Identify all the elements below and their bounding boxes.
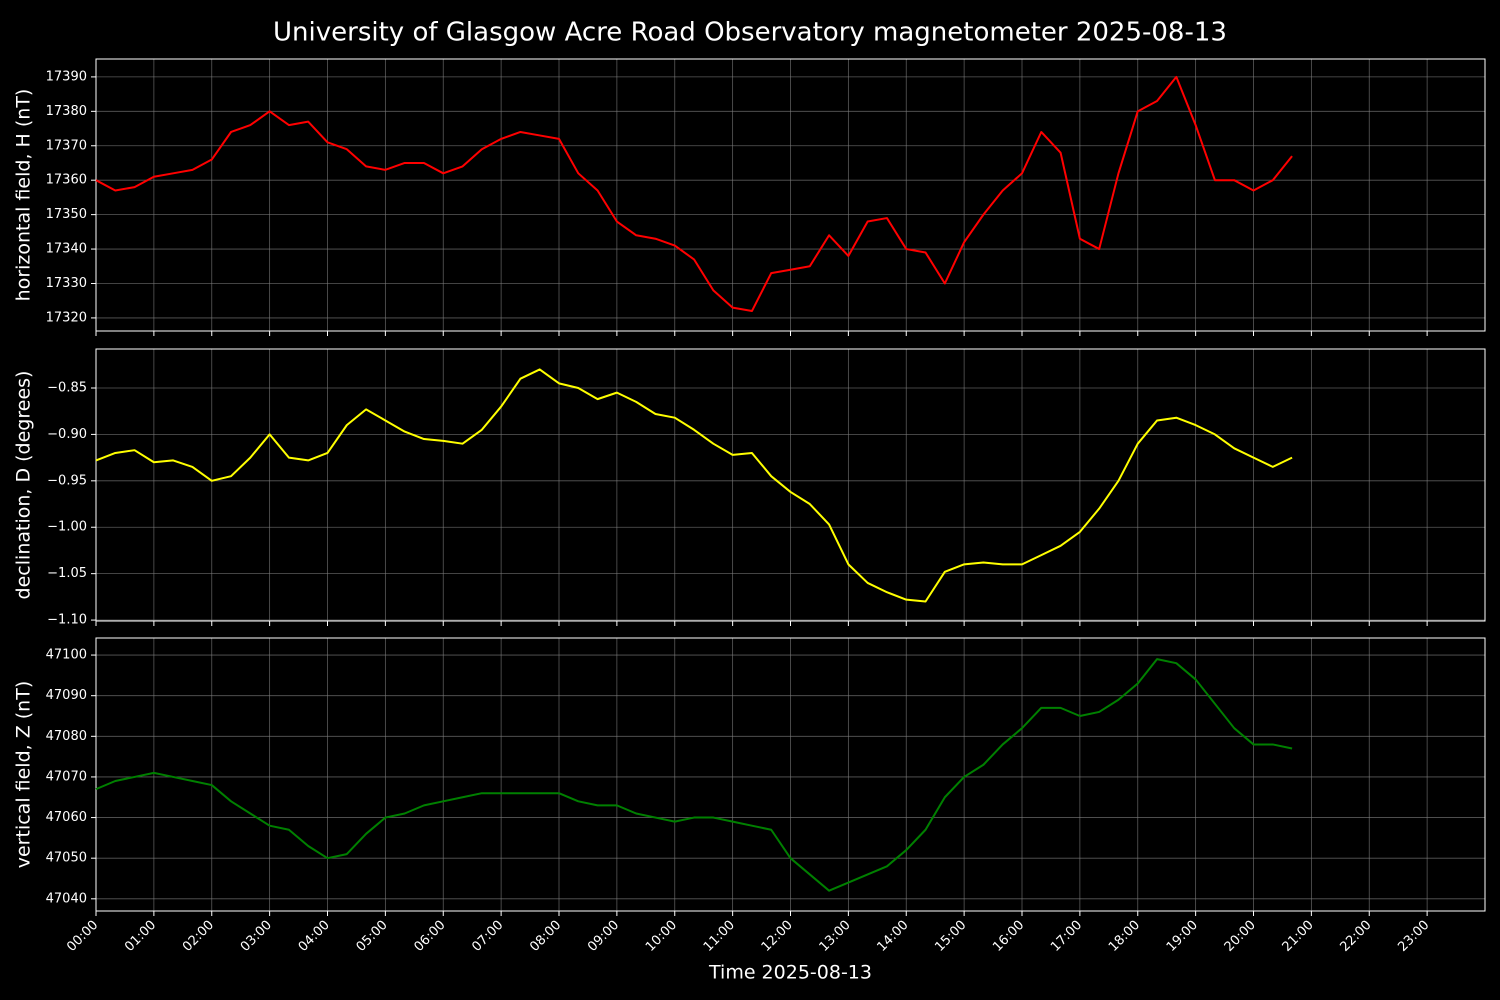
y-tick-label: 17340 bbox=[46, 242, 87, 257]
y-axis-label: vertical field, Z (nT) bbox=[13, 681, 35, 869]
y-tick-label: 47060 bbox=[46, 810, 87, 825]
axes-frame bbox=[95, 58, 1486, 332]
y-tick-label: 47070 bbox=[46, 769, 87, 784]
y-tick-label: −1.10 bbox=[47, 613, 87, 628]
y-tick-label: −0.85 bbox=[47, 380, 87, 395]
y-tick-label: −1.00 bbox=[47, 520, 87, 535]
y-tick-label: 17370 bbox=[46, 138, 87, 153]
y-tick-label: 17330 bbox=[46, 276, 87, 291]
y-tick-label: −0.90 bbox=[47, 427, 87, 442]
y-tick-label: 17390 bbox=[46, 69, 87, 84]
y-tick-label: 17360 bbox=[46, 173, 87, 188]
y-axis-label: horizontal field, H (nT) bbox=[13, 89, 35, 302]
y-tick-label: 47040 bbox=[46, 891, 87, 906]
axes-frame bbox=[95, 637, 1486, 912]
y-tick-label: 47090 bbox=[46, 688, 87, 703]
y-tick-label: 17320 bbox=[46, 310, 87, 325]
y-tick-label: 17350 bbox=[46, 207, 87, 222]
figure-title: University of Glasgow Acre Road Observat… bbox=[273, 18, 1227, 48]
x-axis-label: Time 2025-08-13 bbox=[708, 962, 872, 984]
y-tick-label: −1.05 bbox=[47, 566, 87, 581]
data-line bbox=[95, 658, 1293, 892]
data-line bbox=[95, 368, 1293, 603]
y-tick-label: 47100 bbox=[46, 648, 87, 663]
y-tick-label: −0.95 bbox=[47, 473, 87, 488]
data-line bbox=[95, 75, 1293, 313]
y-tick-label: 47050 bbox=[46, 851, 87, 866]
axes-frame bbox=[95, 348, 1486, 622]
y-tick-label: 17380 bbox=[46, 104, 87, 119]
y-tick-label: 47080 bbox=[46, 729, 87, 744]
y-axis-label: declination, D (degrees) bbox=[13, 371, 35, 600]
